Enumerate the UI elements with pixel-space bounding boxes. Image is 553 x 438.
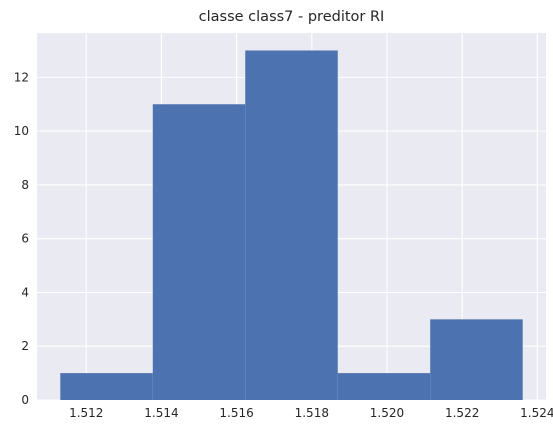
histogram-bar bbox=[337, 373, 431, 400]
y-tick-label: 2 bbox=[21, 339, 29, 353]
x-tick-label: 1.524 bbox=[520, 406, 553, 420]
x-axis-ticks: 1.512 1.514 1.516 1.518 1.520 1.522 1.524 bbox=[69, 406, 553, 420]
y-tick-label: 10 bbox=[14, 124, 29, 138]
y-tick-label: 12 bbox=[14, 70, 29, 84]
histogram-bar bbox=[430, 319, 523, 400]
y-tick-label: 4 bbox=[21, 285, 29, 299]
y-tick-label: 6 bbox=[21, 232, 29, 246]
histogram-bar bbox=[60, 373, 153, 400]
x-tick-label: 1.512 bbox=[69, 406, 103, 420]
y-tick-label: 8 bbox=[21, 178, 29, 192]
histogram-bar bbox=[152, 104, 246, 400]
y-axis-ticks: 0 2 4 6 8 10 12 bbox=[14, 70, 29, 407]
x-tick-label: 1.522 bbox=[445, 406, 479, 420]
histogram-bar bbox=[245, 50, 338, 400]
x-tick-label: 1.516 bbox=[219, 406, 253, 420]
chart-title: classe class7 - preditor RI bbox=[199, 9, 385, 25]
bars bbox=[60, 50, 523, 400]
x-tick-label: 1.520 bbox=[370, 406, 404, 420]
x-tick-label: 1.518 bbox=[295, 406, 329, 420]
y-tick-label: 0 bbox=[21, 393, 29, 407]
x-tick-label: 1.514 bbox=[144, 406, 178, 420]
